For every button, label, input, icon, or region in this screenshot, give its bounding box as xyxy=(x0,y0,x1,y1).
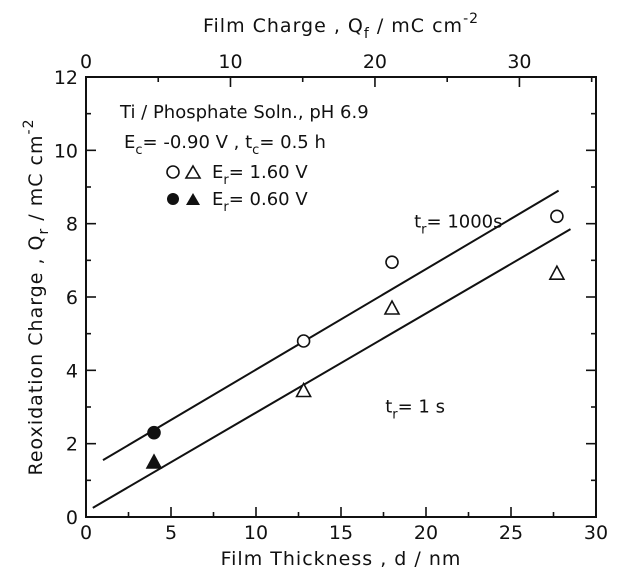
legend-label-1: Er= 1.60 V xyxy=(212,162,308,188)
legend-open-circle-marker xyxy=(166,165,180,179)
x-tick-label: 30 xyxy=(584,522,608,544)
open-circle-point xyxy=(296,334,311,348)
fit-lines xyxy=(92,189,572,509)
x2-axis-title: Film Charge , Qf / mC cm-2 xyxy=(203,11,479,42)
x-tick-label: 5 xyxy=(165,522,177,544)
open-triangle-point xyxy=(295,381,312,398)
legend-filled-triangle-marker xyxy=(186,193,200,205)
x-tick-label: 15 xyxy=(329,522,353,544)
legend-open-triangle-marker xyxy=(184,164,202,179)
y-tick-label: 0 xyxy=(66,507,78,529)
open-triangle-point xyxy=(548,264,566,280)
open-circle-point xyxy=(385,255,399,269)
y-tick-label: 10 xyxy=(54,140,78,162)
fit-line-0 xyxy=(102,189,560,462)
legend-filled-circle-marker xyxy=(167,193,179,205)
x-tick-label: 0 xyxy=(80,522,92,544)
fit-line-label-1s: tr= 1 s xyxy=(385,397,445,423)
y-tick-label: 8 xyxy=(66,214,78,236)
conditions-line-2: Ec= -0.90 V , tc= 0.5 h xyxy=(124,132,326,158)
fit-line-label-1000s: tr= 1000s xyxy=(414,211,502,237)
y-tick-label: 2 xyxy=(66,434,78,456)
x2-tick-label: 20 xyxy=(363,51,387,73)
x-tick-label: 25 xyxy=(499,522,523,544)
x-axis-title: Film Thickness , d / nm xyxy=(221,548,462,570)
open-circle-point xyxy=(550,209,564,224)
filled-circle-point xyxy=(147,425,161,440)
open-triangle-point xyxy=(383,299,401,315)
x2-tick-label: 10 xyxy=(218,51,242,73)
legend-label-2: Er= 0.60 V xyxy=(212,189,308,215)
y-tick-label: 6 xyxy=(66,287,78,309)
filled-triangle-point xyxy=(145,453,163,469)
y-tick-label: 12 xyxy=(54,67,78,89)
x-tick-label: 10 xyxy=(244,522,268,544)
fit-line-1 xyxy=(92,228,572,509)
axis-ticks: 0 5 10 15 20 25 30 0 10 20 30 0 2 4 6 8 10 12 xyxy=(54,51,608,544)
y-axis-title: Reoxidation Charge , Qr / mC cm-2 xyxy=(21,119,52,476)
y-tick-label: 4 xyxy=(66,360,78,382)
conditions-line-1: Ti / Phosphate Soln., pH 6.9 xyxy=(119,102,369,123)
x-tick-label: 20 xyxy=(414,522,438,544)
legend: Er= 1.60 V Er= 0.60 V xyxy=(166,162,308,215)
x2-tick-label: 0 xyxy=(80,51,92,73)
data-markers xyxy=(145,209,566,469)
x2-tick-label: 30 xyxy=(507,51,531,73)
